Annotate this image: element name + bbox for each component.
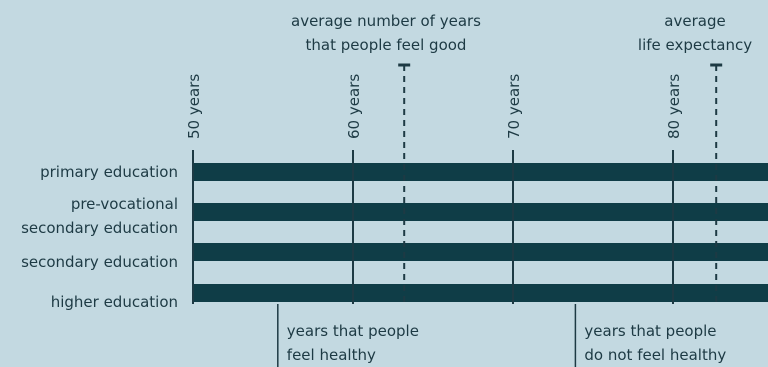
legend-not-healthy-label-0: years that people bbox=[584, 322, 716, 340]
category-labels-layer: primary education pre-vocational secondary… bbox=[21, 163, 178, 311]
legend-healthy-label-0: years that people bbox=[287, 322, 419, 340]
bar-healthy-0 bbox=[193, 163, 768, 181]
bar-healthy-1 bbox=[193, 203, 768, 221]
legend-healthy-label-1: feel healthy bbox=[287, 346, 376, 364]
category-label-0-0: primary education bbox=[40, 163, 178, 181]
legend-labels-layer: years that people feel healthy years that … bbox=[277, 304, 726, 367]
bar-healthy-2 bbox=[193, 243, 768, 261]
tick-label-50: 50 years bbox=[185, 74, 203, 139]
reference-lines-layer: average number of years that people feel … bbox=[291, 12, 752, 304]
bars-layer bbox=[193, 163, 768, 302]
category-label-3-0: higher education bbox=[51, 293, 178, 311]
tick-label-70: 70 years bbox=[505, 74, 523, 139]
average-life-expectancy-label-0: average bbox=[664, 12, 725, 30]
average-feel-good-label-1: that people feel good bbox=[306, 36, 467, 54]
average-feel-good-label-0: average number of years bbox=[291, 12, 481, 30]
tick-label-60: 60 years bbox=[345, 74, 363, 139]
legend-not-healthy-label-1: do not feel healthy bbox=[584, 346, 726, 364]
average-life-expectancy-label-1: life expectancy bbox=[638, 36, 752, 54]
category-label-1-1: secondary education bbox=[21, 219, 178, 237]
tick-labels-layer: 50 years 60 years 70 years 80 years bbox=[185, 74, 683, 139]
tick-label-80: 80 years bbox=[665, 74, 683, 139]
category-label-1-0: pre-vocational bbox=[71, 195, 178, 213]
category-label-2-0: secondary education bbox=[21, 253, 178, 271]
bar-healthy-3 bbox=[193, 284, 768, 302]
gridlines-layer bbox=[192, 150, 674, 304]
